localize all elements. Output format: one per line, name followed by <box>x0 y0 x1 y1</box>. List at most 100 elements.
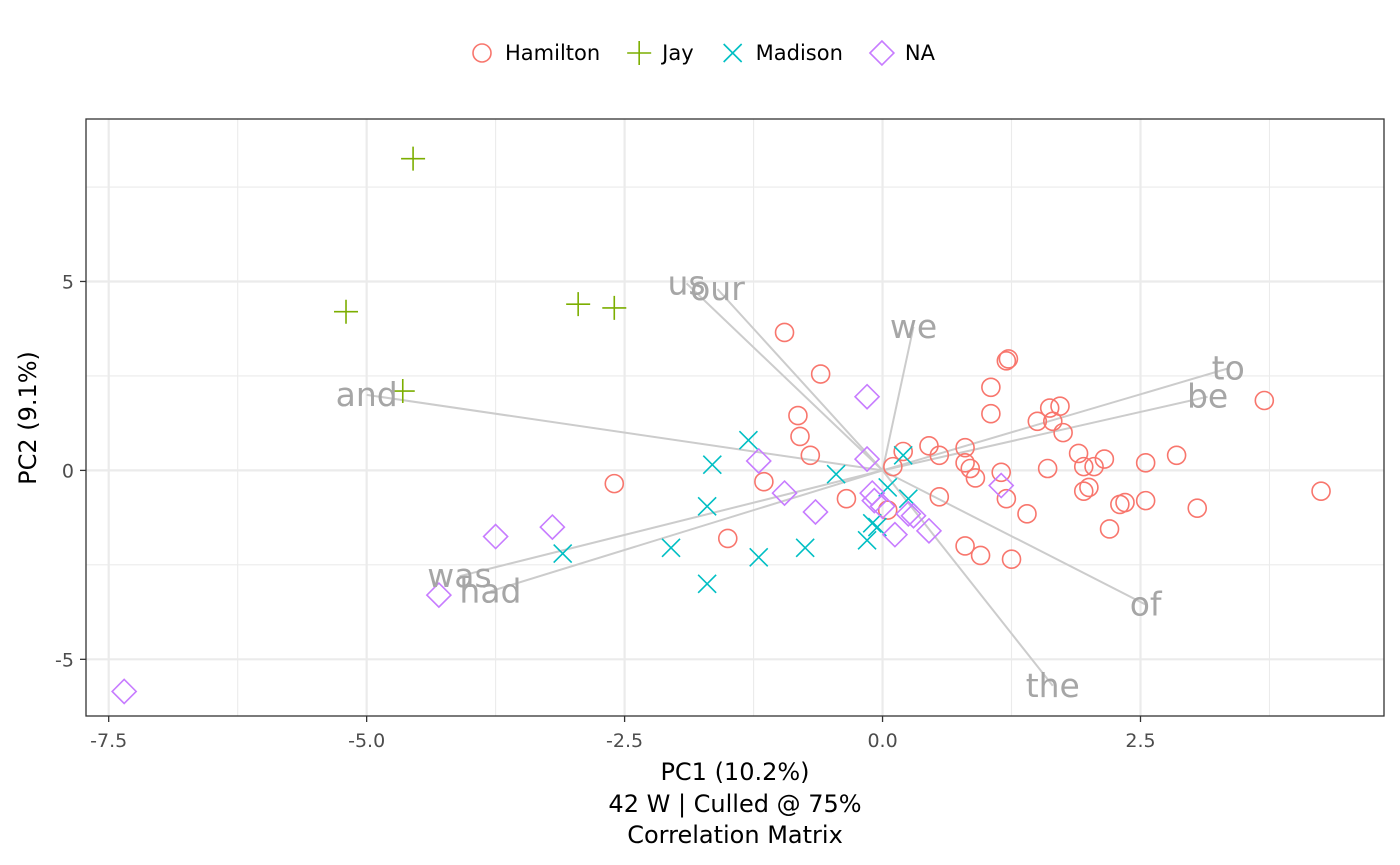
point-na <box>895 500 922 527</box>
point-jay <box>390 379 415 404</box>
point-na <box>802 498 829 526</box>
x-tick-label: -2.5 <box>606 730 643 752</box>
point-na <box>900 502 927 529</box>
y-axis-title: PC2 (9.1%) <box>14 351 42 485</box>
legend-label: NA <box>905 41 936 65</box>
point-hamilton <box>970 545 991 566</box>
point-madison <box>697 496 717 516</box>
point-hamilton <box>754 471 774 492</box>
loading-label-our: our <box>690 269 745 308</box>
point-hamilton <box>996 351 1017 371</box>
point-hamilton <box>960 458 981 479</box>
point-na <box>745 447 772 475</box>
loading-label-was: was <box>427 556 491 595</box>
point-hamilton <box>1084 456 1104 477</box>
point-na <box>425 581 453 609</box>
x-tick-label: -7.5 <box>90 730 127 752</box>
point-hamilton <box>998 349 1019 369</box>
loading-label-of: of <box>1130 585 1163 624</box>
legend-key-madison <box>723 43 743 63</box>
legend: Hamilton Jay Madison NA <box>472 39 936 67</box>
loading-vector-was <box>459 469 883 578</box>
point-hamilton <box>1001 549 1022 569</box>
point-hamilton <box>1099 519 1120 539</box>
point-jay <box>334 299 359 324</box>
series-hamilton <box>604 322 1331 569</box>
point-madison <box>661 538 681 558</box>
legend-label: Jay <box>660 41 694 65</box>
point-jay <box>401 146 426 171</box>
point-hamilton <box>1039 398 1060 418</box>
loading-vector-us <box>685 282 884 472</box>
loading-vector-had <box>490 469 883 593</box>
point-hamilton <box>893 441 913 462</box>
point-madison <box>738 430 758 450</box>
x-tick-label: 0.0 <box>867 730 897 752</box>
point-na <box>482 523 509 550</box>
point-hamilton <box>717 528 738 549</box>
point-hamilton <box>810 364 831 384</box>
series-na <box>111 383 1015 705</box>
point-hamilton <box>883 456 903 477</box>
point-madison <box>749 547 769 567</box>
point-hamilton <box>1073 481 1094 501</box>
caption-line-2: Correlation Matrix <box>627 821 843 849</box>
point-madison <box>553 543 573 564</box>
point-hamilton <box>981 377 1001 398</box>
point-hamilton <box>1053 422 1073 443</box>
loading-vector-we <box>881 326 915 471</box>
legend-label: Hamilton <box>505 41 600 65</box>
point-hamilton <box>1073 456 1094 477</box>
x-tick-label: 2.5 <box>1125 730 1155 752</box>
legend-key-hamilton <box>472 43 492 63</box>
loading-vector-be <box>882 395 1208 472</box>
point-hamilton <box>1115 492 1135 513</box>
point-hamilton <box>800 445 821 466</box>
point-hamilton <box>1187 498 1208 518</box>
loading-vector-our <box>716 288 884 472</box>
loading-label-us: us <box>667 263 705 302</box>
axes: -7.5 -5.0 -2.5 0.0 2.5 -5 0 5 <box>55 271 1156 752</box>
point-hamilton <box>1166 445 1187 466</box>
y-tick-label: -5 <box>55 649 74 671</box>
point-hamilton <box>1254 390 1275 411</box>
point-madison <box>878 477 898 497</box>
point-hamilton <box>929 445 950 466</box>
point-hamilton <box>1027 411 1048 432</box>
point-hamilton <box>1311 481 1331 501</box>
loading-label-be: be <box>1187 377 1228 416</box>
point-hamilton <box>996 488 1017 509</box>
point-na <box>869 493 896 520</box>
legend-key-jay <box>627 41 652 65</box>
point-na <box>853 383 881 410</box>
point-hamilton <box>1037 458 1058 479</box>
point-hamilton <box>788 405 808 426</box>
point-hamilton <box>929 487 950 507</box>
point-madison <box>862 513 882 533</box>
legend-item-na: NA <box>868 39 936 67</box>
point-na <box>771 479 798 507</box>
y-tick-label: 0 <box>62 460 74 482</box>
loading-vector-to <box>882 367 1229 472</box>
point-hamilton <box>1079 477 1099 498</box>
point-hamilton <box>790 426 810 447</box>
point-hamilton <box>836 488 857 509</box>
loading-label-to: to <box>1212 348 1245 387</box>
loading-label-we: we <box>890 307 937 346</box>
point-madison <box>826 464 846 484</box>
point-na <box>915 517 943 544</box>
point-hamilton <box>1135 490 1156 511</box>
point-na <box>539 513 566 541</box>
x-tick-label: -5.0 <box>348 730 385 752</box>
point-hamilton <box>981 403 1001 424</box>
point-na <box>988 472 1015 499</box>
loading-label-the: the <box>1026 666 1080 705</box>
legend-item-madison: Madison <box>723 41 843 65</box>
y-tick-label: 5 <box>62 271 74 293</box>
point-madison <box>697 574 717 594</box>
point-hamilton <box>1050 396 1070 416</box>
loading-vector-and <box>366 393 883 472</box>
